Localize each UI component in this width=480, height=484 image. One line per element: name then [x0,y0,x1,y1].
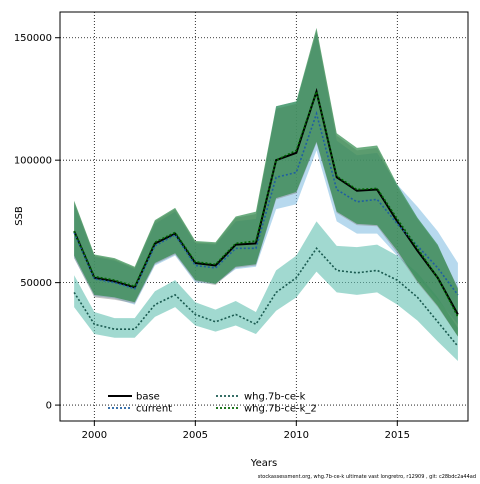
confidence-bands [74,27,458,361]
series-lines [73,87,459,347]
band-whg-7b-ce-k-2 [74,27,458,337]
x-tick-label: 2010 [284,430,309,441]
line-whg-7b-ce-k-2 [73,88,459,318]
y-tick-label: 150000 [14,33,52,44]
legend-label: current [136,404,172,415]
x-tick-label: 2015 [385,430,410,441]
plot-frame [59,11,469,422]
line-whg-7b-ce-k [73,247,459,347]
y-tick-label: 50000 [20,278,52,289]
band-whg-7b-ce-k [74,221,458,361]
legend-label: base [136,392,160,403]
x-tick-label: 2000 [82,430,107,441]
axis-ticks: 2000 2005 2010 2015 0 50000 100000 150000 [14,33,410,441]
line-current [73,110,459,296]
y-tick-label: 0 [46,401,52,412]
x-tick-label: 2005 [183,430,208,441]
x-axis-title: Years [250,458,277,469]
legend-label: whg.7b-ce-k [244,392,306,403]
y-tick-label: 100000 [14,156,52,167]
y-axis-title: SSB [14,206,25,226]
footer-credit: stockassessment.org, whg.7b-ce-k ultimat… [258,474,476,480]
legend-label: whg.7b-ce-k_2 [244,404,317,415]
